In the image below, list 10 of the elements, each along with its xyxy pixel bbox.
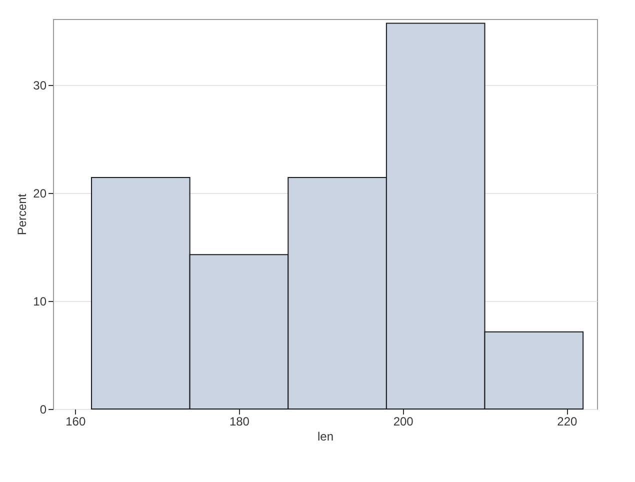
y-tick-label: 0	[40, 402, 47, 416]
x-tick-label: 180	[229, 414, 250, 428]
y-tick-label: 10	[33, 294, 47, 308]
x-tick-label: 220	[557, 414, 578, 428]
x-tick-label: 160	[66, 414, 86, 428]
y-tick-label: 30	[33, 78, 47, 92]
y-tick-label: 20	[33, 186, 47, 200]
y-axis-title: Percent	[15, 193, 30, 236]
x-tick-label: 200	[393, 414, 414, 428]
x-axis-title: len	[317, 430, 334, 444]
